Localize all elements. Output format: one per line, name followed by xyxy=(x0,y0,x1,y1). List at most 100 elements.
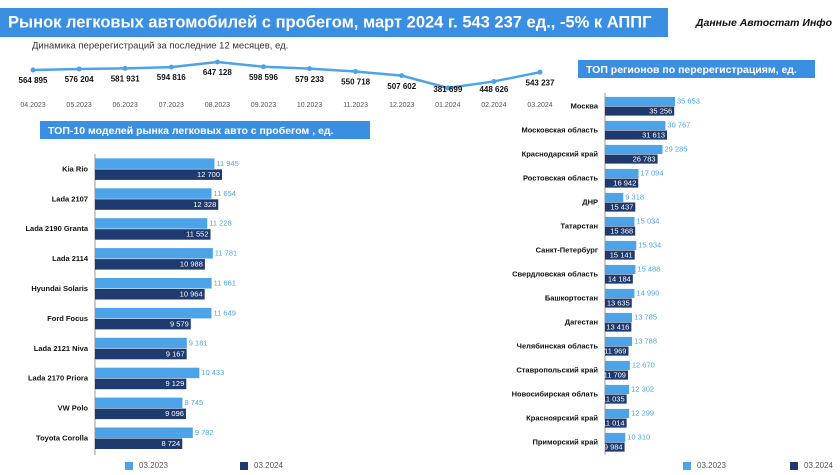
category-label: Новосибирская облать xyxy=(512,390,599,399)
bar xyxy=(605,370,628,380)
value-label: 381 699 xyxy=(433,85,462,94)
value-label: 10 964 xyxy=(180,289,203,298)
bar xyxy=(95,229,211,240)
bar xyxy=(95,397,183,409)
value-label: 14 184 xyxy=(608,274,631,283)
category-label: Красноярский край xyxy=(526,414,598,423)
value-label: 11 969 xyxy=(604,346,626,355)
value-label: 11 228 xyxy=(209,219,231,228)
value-label: 8 724 xyxy=(161,439,180,448)
bar xyxy=(605,240,637,251)
x-tick-label: 09.2023 xyxy=(251,102,276,109)
point xyxy=(353,68,359,74)
bar xyxy=(95,248,213,259)
bar xyxy=(605,216,635,227)
chart-title-box xyxy=(40,121,370,139)
category-label: Kia Rio xyxy=(62,164,88,173)
value-label: 12 700 xyxy=(197,170,220,179)
value-label: 31 613 xyxy=(642,130,665,139)
value-label: 13 785 xyxy=(634,313,657,322)
bar xyxy=(605,394,627,404)
x-tick-label: 05.2023 xyxy=(66,102,91,109)
category-label: Lada 2114 xyxy=(52,254,89,263)
bar xyxy=(605,418,627,428)
point xyxy=(307,66,313,72)
bar xyxy=(605,130,668,140)
bar xyxy=(605,298,632,308)
bar xyxy=(605,442,625,452)
value-label: 30 767 xyxy=(667,121,690,130)
value-label: 13 416 xyxy=(606,322,629,331)
category-label: Toyota Corolla xyxy=(36,433,89,442)
x-tick-label: 02.2024 xyxy=(481,102,506,109)
value-label: 9 984 xyxy=(604,442,623,451)
point xyxy=(30,67,36,73)
page-title: Рынок легковых автомобилей с пробегом, м… xyxy=(8,13,652,31)
value-label: 11 709 xyxy=(604,370,626,379)
category-label: Башкортостан xyxy=(545,294,598,303)
bar xyxy=(605,312,633,323)
category-label: Дагестан xyxy=(565,318,598,327)
point xyxy=(168,64,174,70)
bar xyxy=(95,277,212,289)
value-label: 598 596 xyxy=(249,73,278,82)
bar xyxy=(95,307,212,319)
value-label: 594 816 xyxy=(157,73,186,82)
point xyxy=(537,69,543,75)
category-label: Краснодарский край xyxy=(522,150,599,159)
value-label: 15 934 xyxy=(638,241,661,250)
bar xyxy=(605,96,675,107)
bar xyxy=(95,169,222,180)
value-label: 9 782 xyxy=(195,428,214,437)
x-tick-label: 11.2023 xyxy=(343,102,368,109)
chart-title: ТОП регионов по перерегистрациям, ед. xyxy=(586,64,797,76)
category-label: Ростовская область xyxy=(523,174,598,183)
value-label: 11 035 xyxy=(602,394,624,403)
x-tick-label: 08.2023 xyxy=(205,102,230,109)
bar xyxy=(95,427,193,438)
point xyxy=(214,59,220,65)
bar xyxy=(95,158,215,169)
bar xyxy=(95,199,219,210)
value-label: 15 141 xyxy=(610,250,633,259)
bar xyxy=(95,218,208,229)
x-tick-label: 04.2023 xyxy=(20,102,45,109)
bar xyxy=(605,360,630,371)
line xyxy=(32,60,541,90)
bar xyxy=(605,288,635,299)
chart-title: ТОП-10 моделей рынка легковых авто с про… xyxy=(48,125,334,137)
category-label: Санкт-Петербург xyxy=(536,246,598,255)
category-label: Москва xyxy=(571,102,599,111)
category-label: Lada 2190 Granta xyxy=(25,224,88,233)
bar xyxy=(95,367,200,379)
legend-label: 03.2023 xyxy=(697,461,726,470)
bar xyxy=(605,432,626,443)
chart-title-box xyxy=(578,60,815,78)
bar xyxy=(605,336,633,347)
value-label: 11 014 xyxy=(602,418,624,427)
category-label: Ставропольский край xyxy=(516,366,598,375)
value-label: 9 318 xyxy=(625,193,644,202)
x-tick-label: 10.2023 xyxy=(297,102,322,109)
bar xyxy=(605,178,639,188)
bar xyxy=(95,288,205,300)
category-label: ДНР xyxy=(582,198,598,207)
value-label: 26 783 xyxy=(633,154,656,163)
value-label: 12 299 xyxy=(631,409,654,418)
category-label: Татарстан xyxy=(560,222,598,231)
value-label: 647 128 xyxy=(203,68,232,77)
value-label: 576 204 xyxy=(65,75,94,84)
value-label: 9 167 xyxy=(166,349,185,358)
title-box xyxy=(0,8,668,37)
value-label: 9 579 xyxy=(170,319,189,328)
legend-label: 03.2024 xyxy=(254,461,283,470)
value-label: 9 181 xyxy=(189,338,208,347)
value-label: 10 988 xyxy=(180,260,203,269)
bar xyxy=(95,259,205,270)
bar xyxy=(605,322,632,332)
value-label: 12 670 xyxy=(632,361,655,370)
point xyxy=(122,65,128,71)
category-label: Lada 2121 Niva xyxy=(34,344,89,353)
value-label: 15 437 xyxy=(610,202,633,211)
bar xyxy=(605,154,658,164)
